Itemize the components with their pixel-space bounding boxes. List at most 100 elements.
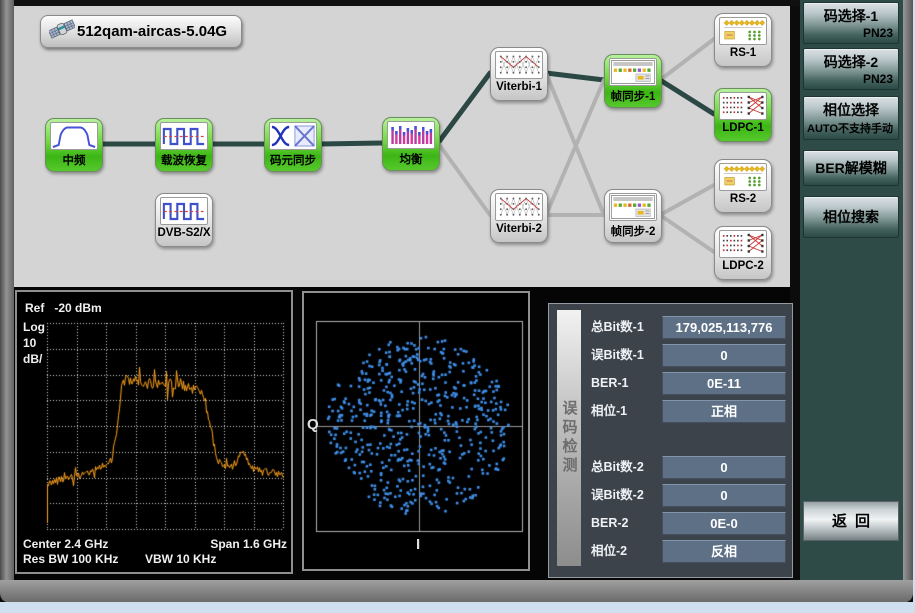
ber-row-label: 相位-2 [591,544,628,558]
frame-sync-icon [609,193,657,221]
ber-row-label: 误Bit数-1 [591,348,644,362]
ber-row-value: 0E-0 [662,512,786,535]
desktop-background [0,602,915,613]
ber-row-label: BER-2 [591,516,629,530]
rs-icon [719,17,767,45]
constellation-panel: Q I [302,291,530,571]
spectrum-scale-label: Log 10 dB/ [23,320,45,366]
spectrum-plot [17,292,287,568]
flow-node-viterbi-2[interactable]: Viterbi-2 [490,189,548,243]
ber-row: 总Bit数-1 179,025,113,776 [589,316,786,339]
ber-row-value: 正相 [662,400,786,423]
ber-row-value: 179,025,113,776 [662,316,786,339]
flow-node-dvb-s2x[interactable]: DVB-S2/X [155,193,213,247]
ber-row-value: 0 [662,456,786,479]
sidebar-button-label: 相位选择 [823,102,879,118]
window-top-edge [0,0,903,6]
sidebar-button-phase-select[interactable]: 相位选择 AUTO不支持手动 [803,96,899,140]
window-frame-right [903,0,913,602]
dsp-chain-diagram: 中频 载波恢复 码元同步 均衡 DVB-S2/X Viterbi-1 Viterbi-2 帧同… [14,6,790,287]
flow-node-rs-1[interactable]: RS-1 [714,13,772,67]
spectrum-panel: Ref -20 dBm Log 10 dB/ Center 2.4 GHz Spa… [15,290,293,574]
trellis-icon [495,51,543,79]
flow-node-label: 中频 [62,155,86,167]
spectrum-center-label: Center 2.4 GHz [23,537,109,551]
flow-node-label: DVB-S2/X [157,227,211,239]
sidebar-button-ber-deambiguity[interactable]: BER解模糊 [803,150,899,186]
flow-node-label: 帧同步-1 [610,91,656,103]
trellis-icon [495,193,543,221]
window-frame-bottom [0,580,913,602]
flow-node-frame-sync-1[interactable]: 帧同步-1 [604,54,662,108]
spectrum-span-label: Span 1.6 GHz [210,537,287,551]
sidebar-button-value: AUTO不支持手动 [807,123,893,135]
flow-node-label: LDPC-2 [722,260,764,272]
flow-node-equalizer[interactable]: 均衡 [382,117,440,171]
flow-node-ldpc-1[interactable]: LDPC-1 [714,88,772,142]
desktop-background-right [913,0,915,613]
flow-node-label: RS-1 [729,47,757,59]
sidebar-button-code-select-2[interactable]: 码选择-2 PN23 [803,48,899,90]
sidebar-button-label: BER解模糊 [815,160,887,176]
q-axis-label: Q [307,416,319,433]
ber-row: 误Bit数-1 0 [589,344,786,367]
flow-node-label: 均衡 [399,154,423,166]
ber-panel-vertical-title: 误码检测 [557,310,581,566]
rs-icon [719,163,767,191]
ber-row-label: 总Bit数-1 [591,320,644,334]
square-wave-icon [160,197,208,225]
spectrum-rbw-label: Res BW 100 KHz [23,552,119,566]
ber-row-label: 总Bit数-2 [591,460,644,474]
flow-node-carrier-recovery[interactable]: 载波恢复 [155,118,213,172]
flow-node-label: Viterbi-1 [496,81,542,93]
flow-node-if[interactable]: 中频 [45,118,103,172]
ber-panel: 误码检测 总Bit数-1 179,025,113,776 误Bit数-1 0 BER-1… [548,303,793,578]
ldpc-icon [719,92,767,120]
flow-node-label: 码元同步 [270,155,316,167]
eye-diagram-icon [269,122,317,150]
flow-node-label: Viterbi-2 [496,223,542,235]
scenario-title: 512qam-aircas-5.04G [77,23,228,40]
flow-node-symbol-sync[interactable]: 码元同步 [264,118,322,172]
sidebar-button-label: 码选择-2 [823,54,879,70]
chain-edge-frame-sync-1-rs-1 [658,37,716,82]
sidebar-button-code-select-1[interactable]: 码选择-1 PN23 [803,2,899,44]
ber-row: 误Bit数-2 0 [589,484,786,507]
ber-row-value: 0E-11 [662,372,786,395]
back-button[interactable]: 返回 [803,501,899,541]
bottom-displays: Ref -20 dBm Log 10 dB/ Center 2.4 GHz Spa… [14,287,793,580]
chain-edge-frame-sync-2-ldpc-2 [658,213,716,254]
spectrum-vbw-label: VBW 10 KHz [145,552,217,566]
ber-row-value: 反相 [662,540,786,563]
i-axis-label: I [416,536,421,553]
ber-row-label: 相位-1 [591,404,628,418]
flow-node-rs-2[interactable]: RS-2 [714,159,772,213]
flow-node-frame-sync-2[interactable]: 帧同步-2 [604,189,662,243]
equalizer-icon [387,121,435,149]
chain-edge-equalizer-viterbi-1 [435,70,493,146]
chain-edge-equalizer-viterbi-2 [436,141,492,217]
flow-node-ldpc-2[interactable]: LDPC-2 [714,226,772,280]
chain-edge-frame-sync-2-rs-2 [658,183,716,217]
ber-row-label: 误Bit数-2 [591,488,644,502]
scenario-title-button[interactable]: 512qam-aircas-5.04G [40,15,243,48]
ber-row: BER-2 0E-0 [589,512,786,535]
flow-node-label: LDPC-1 [722,122,764,134]
sidebar-button-phase-search[interactable]: 相位搜索 [803,196,899,238]
square-wave-icon [160,122,208,150]
spectrum-ref-label: Ref -20 dBm [25,301,102,315]
constellation-plot [304,293,524,565]
flow-node-viterbi-1[interactable]: Viterbi-1 [490,47,548,101]
ber-row-value: 0 [662,484,786,507]
chain-edge-frame-sync-1-ldpc-1 [657,77,717,117]
sidebar-button-value: PN23 [862,26,893,40]
flow-node-label: 载波恢复 [161,155,207,167]
ber-row: BER-1 0E-11 [589,372,786,395]
satellite-icon [48,18,76,45]
sidebar-button-label: 相位搜索 [823,209,879,225]
ldpc-icon [719,230,767,258]
window-frame-left [0,0,14,602]
sidebar-button-value: PN23 [862,72,893,86]
control-sidebar: 码选择-1 PN23 码选择-2 PN23 相位选择 AUTO不支持手动 BER解模糊 相位搜… [800,0,903,580]
